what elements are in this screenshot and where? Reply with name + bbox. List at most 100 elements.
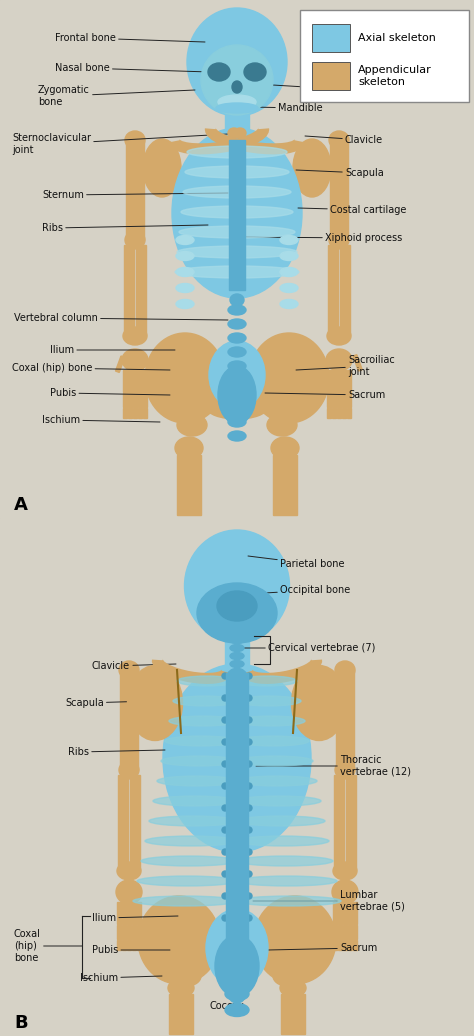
Ellipse shape <box>335 661 355 679</box>
Bar <box>273 455 297 515</box>
Ellipse shape <box>177 677 237 686</box>
Ellipse shape <box>227 845 247 859</box>
Bar <box>0 518 474 1036</box>
Bar <box>343 925 347 939</box>
Bar <box>353 940 357 950</box>
Text: Xiphoid process: Xiphoid process <box>244 233 402 243</box>
Ellipse shape <box>230 661 244 667</box>
Ellipse shape <box>123 327 147 345</box>
Ellipse shape <box>230 668 244 675</box>
Bar <box>347 370 351 392</box>
Ellipse shape <box>222 673 228 679</box>
Ellipse shape <box>237 677 297 686</box>
Bar <box>343 902 347 924</box>
Bar <box>327 408 331 418</box>
Bar <box>122 925 126 939</box>
Ellipse shape <box>230 677 244 684</box>
Ellipse shape <box>246 805 252 811</box>
Ellipse shape <box>197 583 277 643</box>
Text: Ischium: Ischium <box>42 415 160 425</box>
Ellipse shape <box>335 761 355 779</box>
Ellipse shape <box>161 756 237 766</box>
Ellipse shape <box>187 8 287 116</box>
Ellipse shape <box>185 166 289 178</box>
Ellipse shape <box>225 1004 249 1016</box>
Ellipse shape <box>230 294 244 306</box>
Text: Coccyx: Coccyx <box>210 996 245 1011</box>
Text: Sternoclavicular
joint: Sternoclavicular joint <box>12 134 228 154</box>
Ellipse shape <box>222 761 228 767</box>
Ellipse shape <box>228 983 246 1003</box>
Ellipse shape <box>227 691 247 706</box>
Text: Ribs: Ribs <box>42 223 208 233</box>
Ellipse shape <box>215 936 259 997</box>
Ellipse shape <box>216 103 258 113</box>
Text: Occipital bone: Occipital bone <box>248 585 350 595</box>
Ellipse shape <box>332 880 358 904</box>
Ellipse shape <box>133 896 237 906</box>
Bar <box>225 638 249 668</box>
Text: Costal cartilage: Costal cartilage <box>298 205 406 215</box>
Text: Axial skeleton: Axial skeleton <box>358 33 436 44</box>
Ellipse shape <box>225 955 249 969</box>
Text: Clavicle: Clavicle <box>92 661 176 671</box>
Ellipse shape <box>179 226 295 238</box>
Ellipse shape <box>222 805 228 811</box>
Bar <box>117 925 121 939</box>
Bar <box>126 140 144 240</box>
Text: Coxal
(hip)
bone: Coxal (hip) bone <box>14 929 82 962</box>
Bar <box>312 62 350 90</box>
Ellipse shape <box>228 388 246 399</box>
Bar <box>132 902 136 924</box>
Ellipse shape <box>172 128 302 298</box>
Text: Maxilla: Maxilla <box>256 83 339 93</box>
Ellipse shape <box>153 796 237 806</box>
Bar <box>137 902 141 924</box>
Ellipse shape <box>128 665 182 741</box>
Ellipse shape <box>119 761 139 779</box>
Ellipse shape <box>163 664 311 852</box>
Bar <box>347 393 351 407</box>
Bar <box>118 775 128 870</box>
Bar <box>327 370 331 392</box>
Text: Ribs: Ribs <box>68 747 165 757</box>
Ellipse shape <box>230 685 244 691</box>
Bar <box>117 902 121 924</box>
Ellipse shape <box>222 893 228 899</box>
Text: Vertebral column: Vertebral column <box>14 313 228 323</box>
Ellipse shape <box>292 665 346 741</box>
Ellipse shape <box>217 591 257 621</box>
Ellipse shape <box>225 940 249 952</box>
Bar <box>117 940 121 950</box>
Ellipse shape <box>143 139 181 197</box>
Bar <box>124 244 134 335</box>
Ellipse shape <box>206 909 268 987</box>
Ellipse shape <box>280 299 298 309</box>
Ellipse shape <box>271 437 299 459</box>
Ellipse shape <box>176 267 194 277</box>
Bar <box>334 775 344 870</box>
Bar <box>327 393 331 407</box>
Ellipse shape <box>228 403 246 413</box>
Ellipse shape <box>246 739 252 745</box>
Bar <box>143 370 147 392</box>
Bar <box>120 670 138 770</box>
Ellipse shape <box>232 81 242 93</box>
Text: Cervical vertebrae (7): Cervical vertebrae (7) <box>234 643 375 653</box>
Ellipse shape <box>329 231 349 249</box>
Ellipse shape <box>116 880 142 904</box>
Bar <box>347 408 351 418</box>
Ellipse shape <box>183 186 291 198</box>
Ellipse shape <box>176 252 194 260</box>
Ellipse shape <box>237 856 333 866</box>
FancyBboxPatch shape <box>300 10 469 102</box>
Text: Sacrum: Sacrum <box>265 390 385 400</box>
Ellipse shape <box>237 816 325 826</box>
Ellipse shape <box>173 966 201 986</box>
Ellipse shape <box>122 349 148 371</box>
Bar <box>353 354 362 371</box>
Ellipse shape <box>280 252 298 260</box>
Ellipse shape <box>225 972 249 984</box>
Ellipse shape <box>237 836 329 846</box>
Ellipse shape <box>228 333 246 343</box>
